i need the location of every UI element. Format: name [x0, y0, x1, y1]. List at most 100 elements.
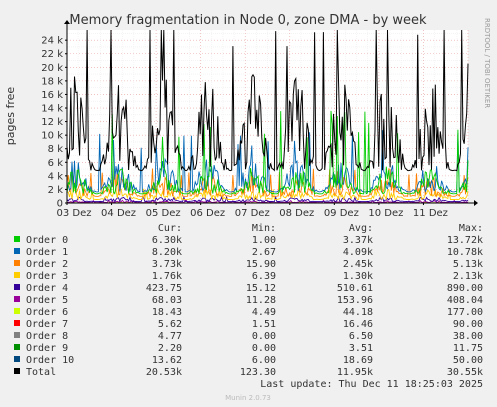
series-line-order-5: [66, 199, 469, 204]
legend-value: 6.30k: [152, 235, 182, 246]
legend-value: 11.75: [453, 343, 483, 354]
legend-swatch: [14, 356, 20, 362]
y-tick-label: 4 k: [48, 171, 64, 182]
y-tick-label: 18 k: [41, 76, 63, 87]
legend-swatch: [14, 332, 20, 338]
legend-value: 890.00: [447, 283, 483, 294]
legend-value: 11.95k: [337, 367, 373, 378]
legend-value: 177.00: [447, 307, 483, 318]
legend-value: 4.09k: [343, 247, 373, 258]
y-axis-arrow: [64, 20, 70, 24]
legend-value: 3.51: [349, 343, 373, 354]
legend-value: 8.20k: [152, 247, 182, 258]
series-line-order-3: [66, 188, 469, 202]
legend-value: 38.00: [453, 331, 483, 342]
legend-series-name: Order 9: [26, 343, 68, 354]
legend-value: 90.00: [453, 319, 483, 330]
x-tick-label: 08 Dez: [279, 208, 314, 219]
legend-value: 1.51: [252, 319, 276, 330]
legend-value: 6.50: [349, 331, 373, 342]
legend-value: 1.00: [252, 235, 276, 246]
legend-value: 3.37k: [343, 235, 373, 246]
legend-value: 153.96: [337, 295, 373, 306]
legend-value: 20.53k: [146, 367, 182, 378]
legend-value: 423.75: [146, 283, 182, 294]
legend-value: 2.13k: [453, 271, 483, 282]
series-line-order-4: [66, 195, 469, 203]
legend-value: 15.12: [246, 283, 276, 294]
legend-value: 2.67: [252, 247, 276, 258]
legend-value: 0.00: [252, 343, 276, 354]
legend-swatch: [14, 320, 20, 326]
legend-header: Avg:: [349, 223, 373, 234]
legend-header: Max:: [459, 223, 483, 234]
y-tick-label: 2 k: [48, 185, 64, 196]
legend-value: 18.43: [152, 307, 182, 318]
series-line-total: [66, 29, 469, 172]
series-line-order-1: [66, 130, 469, 194]
chart-title: Memory fragmentation in Node 0, zone DMA…: [69, 13, 427, 28]
legend-swatch: [14, 344, 20, 350]
legend-value: 13.72k: [447, 235, 483, 246]
x-tick-label: 04 Dez: [101, 208, 136, 219]
legend-value: 6.00: [252, 355, 276, 366]
axes: 0 2 k 4 k 6 k 8 k 10 k 12 k 14 k 16 k 18 k 20 k 22 …: [41, 20, 478, 219]
x-tick-label: 11 Dez: [413, 208, 448, 219]
legend-series-name: Order 8: [26, 331, 68, 342]
y-tick-label: 10 k: [41, 131, 63, 142]
legend-swatch: [14, 296, 20, 302]
legend-series-name: Order 10: [26, 355, 74, 366]
legend-series-name: Order 7: [26, 319, 68, 330]
legend-value: 50.00: [453, 355, 483, 366]
legend-value: 6.39: [252, 271, 276, 282]
x-tick-label: 10 Dez: [368, 208, 403, 219]
last-update-text: Last update: Thu Dec 11 18:25:03 2025: [260, 379, 483, 390]
legend-swatch: [14, 308, 20, 314]
legend-series-name: Order 0: [26, 235, 68, 246]
legend-value: 13.62: [152, 355, 182, 366]
legend-value: 44.18: [343, 307, 373, 318]
legend-series-name: Order 1: [26, 247, 68, 258]
legend-value: 4.49: [252, 307, 276, 318]
x-tick-label: 03 Dez: [56, 208, 91, 219]
legend-value: 3.73k: [152, 259, 182, 270]
legend-value: 68.03: [152, 295, 182, 306]
legend-value: 30.55k: [447, 367, 483, 378]
legend-value: 510.61: [337, 283, 373, 294]
y-tick-label: 8 k: [48, 144, 64, 155]
y-tick-label: 16 k: [41, 90, 63, 101]
x-tick-label: 09 Dez: [324, 208, 359, 219]
legend-value: 1.76k: [152, 271, 182, 282]
legend-series-name: Order 5: [26, 295, 68, 306]
munin-version-text: Munin 2.0.73: [225, 394, 271, 402]
y-tick-label: 22 k: [41, 49, 63, 60]
y-tick-label: 14 k: [41, 104, 63, 115]
legend-value: 5.13k: [453, 259, 483, 270]
legend-value: 4.77: [158, 331, 182, 342]
legend-value: 10.78k: [447, 247, 483, 258]
y-tick-label: 20 k: [41, 63, 63, 74]
x-axis-arrow: [474, 200, 478, 206]
legend-series-name: Order 6: [26, 307, 68, 318]
legend-series-name: Total: [26, 367, 56, 378]
y-tick-label: 12 k: [41, 117, 63, 128]
x-tick-label: 05 Dez: [146, 208, 181, 219]
legend-value: 123.30: [240, 367, 276, 378]
legend-series-name: Order 4: [26, 283, 68, 294]
y-axis-label: pages free: [4, 87, 17, 146]
legend: Cur: Min: Avg: Max: Order 0 6.30k 1.00 3.37k 13.…: [14, 223, 483, 378]
y-tick-label: 6 k: [48, 158, 64, 169]
y-tick-label: 0: [57, 199, 63, 210]
legend-value: 0.00: [252, 331, 276, 342]
legend-swatch: [14, 260, 20, 266]
legend-value: 2.20: [158, 343, 182, 354]
rrdtool-side-label: RRDTOOL / TOBI OETIKER: [483, 18, 491, 108]
legend-value: 2.45k: [343, 259, 373, 270]
legend-swatch: [14, 236, 20, 242]
legend-series-name: Order 3: [26, 271, 68, 282]
series-line-order-0: [66, 110, 469, 195]
x-tick-label: 06 Dez: [190, 208, 225, 219]
legend-header: Min:: [252, 223, 276, 234]
y-tick-label: 24 k: [41, 36, 63, 47]
